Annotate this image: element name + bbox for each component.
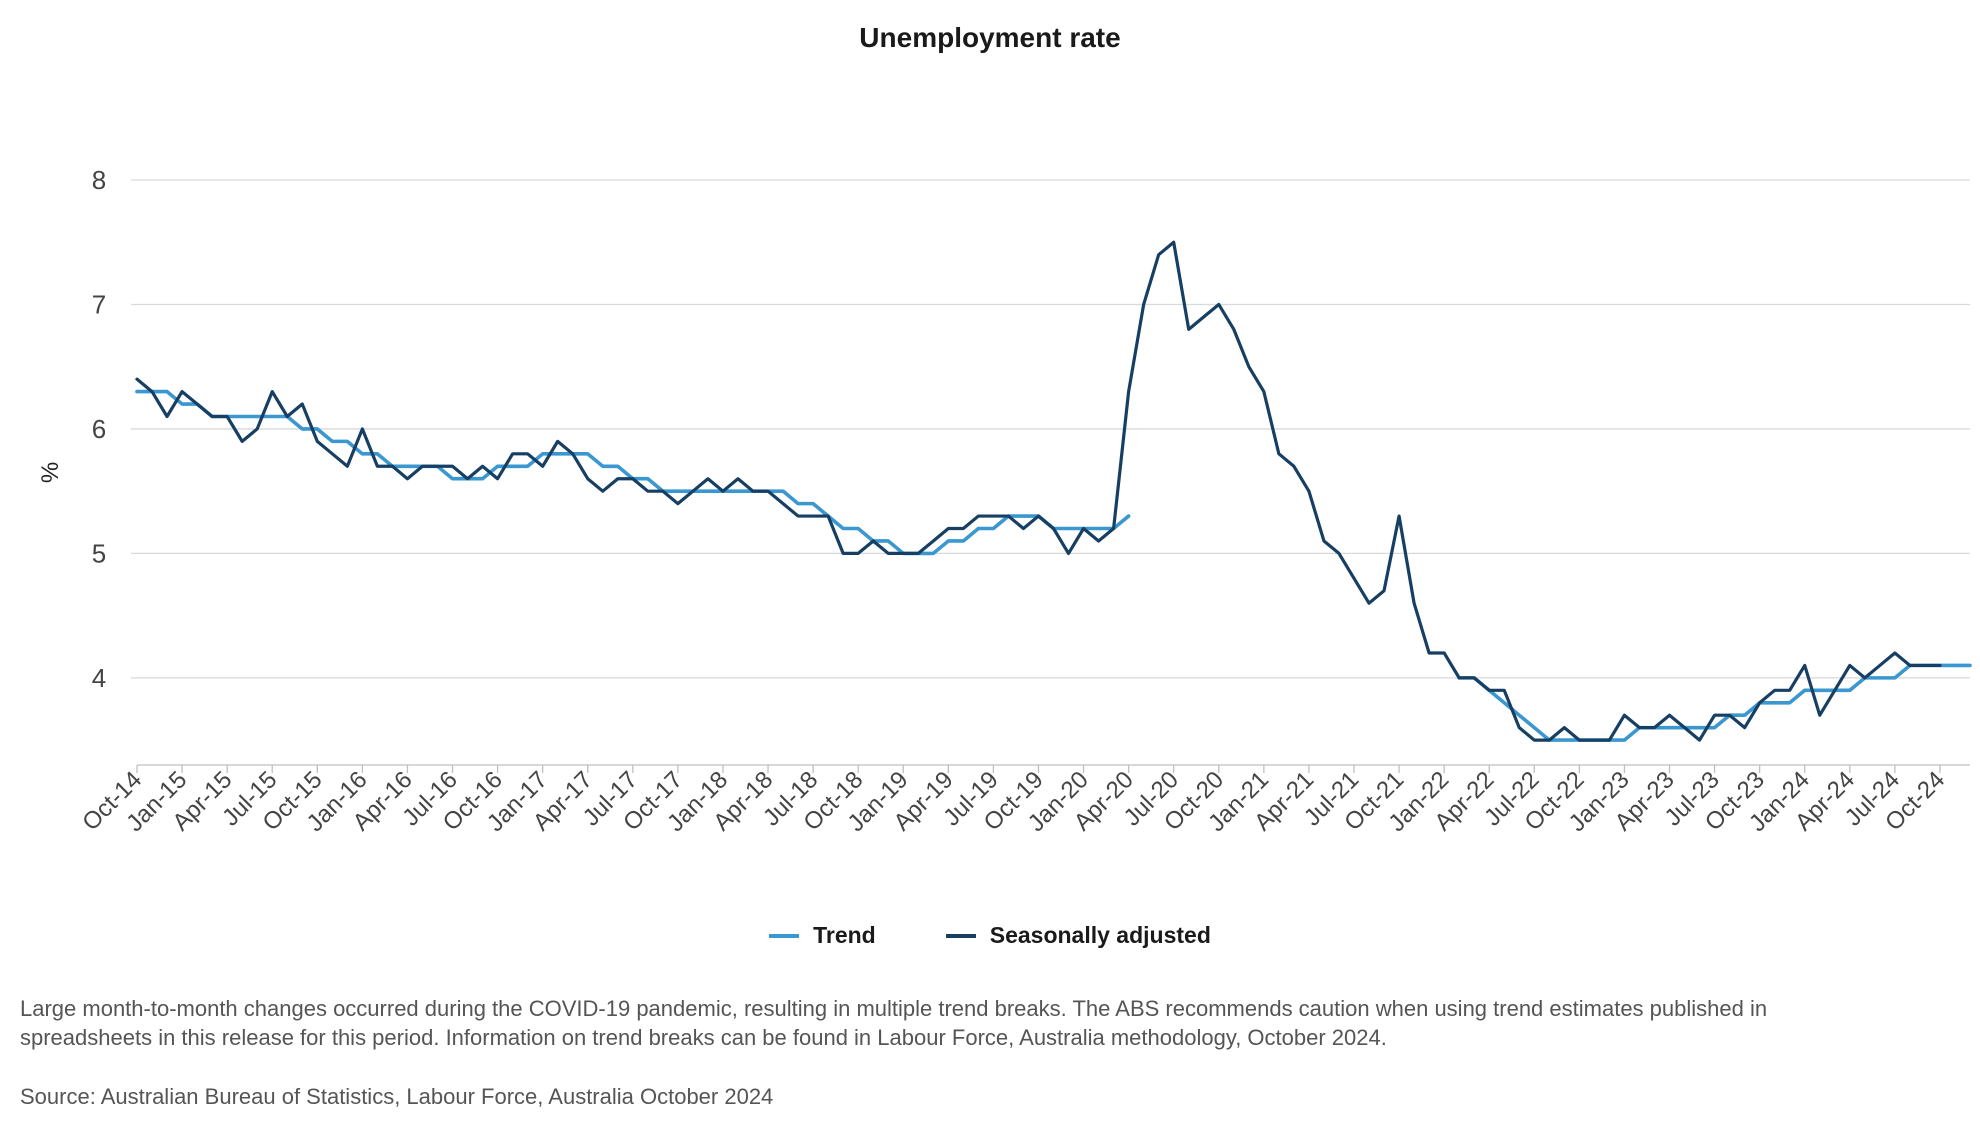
legend-swatch-trend bbox=[769, 933, 800, 938]
series-lines bbox=[135, 240, 1972, 742]
chart-title: Unemployment rate bbox=[859, 22, 1121, 53]
x-axis-ticks: Oct-14Jan-15Apr-15Jul-15Oct-15Jan-16Apr-… bbox=[77, 765, 1950, 837]
chart-note: Large month-to-month changes occurred du… bbox=[20, 996, 1768, 1050]
series-line-trend[interactable] bbox=[135, 389, 1972, 742]
gridlines bbox=[131, 179, 1970, 679]
legend-label-trend: Trend bbox=[813, 922, 876, 948]
legend-item-trend[interactable]: Trend bbox=[769, 922, 876, 949]
y-tick-label: 4 bbox=[92, 663, 106, 693]
legend: Trend Seasonally adjusted bbox=[0, 922, 1980, 949]
y-tick-label: 6 bbox=[92, 414, 106, 444]
series-line-seasonally-adjusted[interactable] bbox=[135, 240, 1942, 742]
y-tick-label: 5 bbox=[92, 538, 106, 568]
legend-swatch-seasonally-adjusted bbox=[945, 933, 976, 938]
line-chart: 4 5 6 7 8 % Oct-14Jan-15Apr-15Jul-15Oct-15Ja… bbox=[37, 165, 1972, 837]
legend-label-seasonally-adjusted: Seasonally adjusted bbox=[989, 922, 1211, 948]
y-tick-label: 7 bbox=[92, 289, 106, 319]
y-axis-label: % bbox=[37, 462, 64, 483]
y-axis-ticks: 4 5 6 7 8 bbox=[92, 165, 106, 693]
y-tick-label: 8 bbox=[92, 165, 106, 195]
chart-source: Source: Australian Bureau of Statistics,… bbox=[20, 1084, 774, 1109]
legend-item-seasonally-adjusted[interactable]: Seasonally adjusted bbox=[945, 922, 1211, 949]
